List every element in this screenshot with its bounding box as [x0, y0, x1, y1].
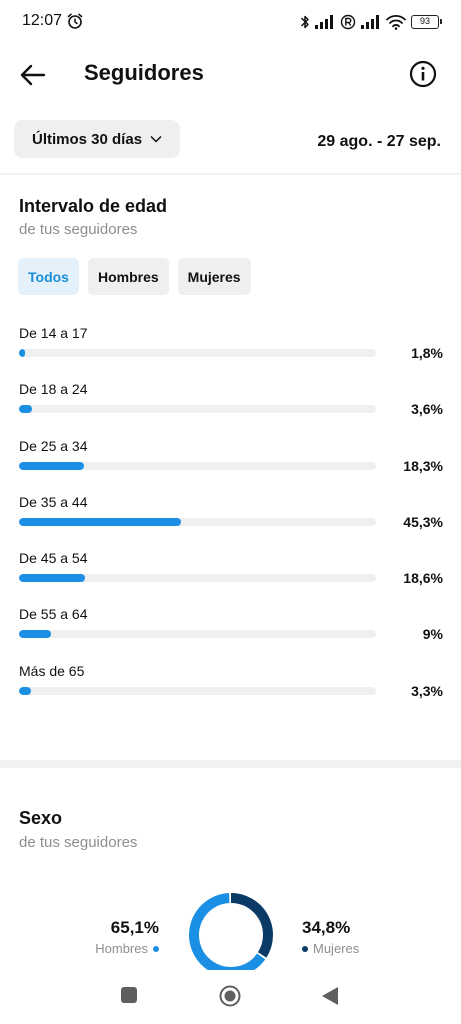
age-row-value: 3,3% [411, 682, 443, 699]
age-row-label: Más de 65 [19, 662, 85, 679]
age-bar-track [19, 349, 376, 357]
age-row-25-34: De 25 a 34 18,3% [19, 435, 443, 491]
period-dropdown[interactable]: Últimos 30 días [14, 120, 181, 158]
age-distribution-list: De 14 a 17 1,8% De 18 a 24 3,6% De 25 a … [19, 322, 443, 716]
age-row-55-64: De 55 a 64 9% [19, 603, 443, 659]
age-bar-fill [19, 405, 32, 414]
age-row-value: 9% [422, 626, 443, 643]
age-row-35-44: De 35 a 44 45,3% [19, 491, 443, 547]
age-row-18-24: De 18 a 24 3,6% [19, 378, 443, 434]
women-dot [302, 945, 308, 952]
age-row-45-54: De 45 a 54 18,6% [19, 547, 443, 603]
age-bar-fill [19, 349, 26, 357]
age-bar-track [19, 461, 376, 470]
age-row-value: 18,6% [403, 570, 443, 587]
info-icon[interactable] [409, 60, 437, 88]
gender-women-value: 34,8% [302, 918, 351, 937]
back-arrow-icon[interactable] [18, 60, 48, 90]
status-time: 12:07 [22, 12, 63, 29]
age-bar-track [19, 517, 376, 526]
age-row-label: De 35 a 44 [19, 493, 88, 510]
age-filter-tabs: Todos Hombres Mujeres [18, 258, 251, 295]
gender-men-value: 65,1% [110, 918, 159, 937]
donut-segment-women [189, 893, 273, 970]
tab-all[interactable]: Todos [18, 258, 79, 295]
age-bar-fill [19, 686, 31, 695]
age-section-title: Intervalo de edad [19, 196, 168, 216]
gender-section-subtitle: de tus seguidores [19, 834, 138, 851]
gender-men: 65,1% Hombres [95, 918, 159, 956]
roaming-icon [340, 14, 356, 30]
bluetooth-icon [300, 15, 309, 29]
battery-icon: 93 [411, 15, 442, 29]
chevron-down-icon [150, 135, 162, 143]
wifi-icon [386, 15, 406, 30]
signal-strength-icon-2 [361, 15, 379, 29]
page-title: Seguidores [84, 60, 204, 85]
age-row-label: De 45 a 54 [19, 550, 88, 567]
app-header: Seguidores [0, 50, 461, 98]
recents-icon[interactable] [121, 987, 137, 1003]
status-icons: 93 [300, 12, 442, 32]
age-section-subtitle: de tus seguidores [19, 221, 138, 238]
tab-women-label: Mujeres [187, 268, 241, 285]
tab-men[interactable]: Hombres [87, 258, 169, 295]
nav-back-icon[interactable] [320, 985, 340, 1007]
age-bar-fill [19, 630, 52, 639]
section-divider [0, 173, 461, 175]
men-dot [153, 945, 159, 952]
period-dropdown-label: Últimos 30 días [32, 130, 143, 148]
gender-women-label: Mujeres [313, 941, 360, 956]
age-bar-track [19, 630, 376, 639]
system-nav-bar [0, 970, 461, 1024]
age-bar-track [19, 405, 376, 414]
age-bar-track [19, 686, 376, 695]
home-icon[interactable] [219, 985, 241, 1007]
gender-men-label: Hombres [95, 941, 148, 956]
age-row-value: 45,3% [403, 513, 443, 530]
section-divider [0, 760, 461, 768]
age-row-value: 1,8% [411, 345, 443, 361]
gender-chart: 65,1% Hombres 34,8% Mujeres [0, 880, 461, 970]
gender-men-legend: Hombres [95, 941, 159, 956]
donut-segment-men [189, 893, 273, 970]
status-bar: 12:07 93 [0, 0, 461, 44]
age-row-label: De 55 a 64 [19, 606, 88, 623]
age-row-label: De 14 a 17 [19, 325, 88, 341]
signal-strength-icon [315, 15, 333, 29]
tab-men-label: Hombres [97, 268, 159, 285]
age-row-value: 18,3% [403, 457, 443, 474]
age-bar-fill [19, 461, 85, 470]
alarm-clock-icon [67, 13, 83, 29]
gender-women: 34,8% Mujeres [302, 918, 359, 956]
tab-all-label: Todos [28, 268, 69, 285]
gender-section-title: Sexo [19, 808, 63, 828]
age-bar-fill [19, 517, 181, 526]
age-row-label: De 25 a 34 [19, 437, 88, 454]
age-row-65-plus: Más de 65 3,3% [19, 660, 443, 716]
age-bar-fill [19, 574, 86, 583]
age-row-14-17: De 14 a 17 1,8% [19, 322, 443, 378]
age-row-label: De 18 a 24 [19, 381, 88, 398]
age-row-value: 3,6% [411, 401, 443, 418]
gender-donut-chart [189, 893, 273, 970]
gender-women-legend: Mujeres [302, 941, 359, 956]
age-bar-track [19, 574, 376, 583]
tab-women[interactable]: Mujeres [177, 258, 251, 295]
date-range: 29 ago. - 27 sep. [317, 133, 441, 150]
